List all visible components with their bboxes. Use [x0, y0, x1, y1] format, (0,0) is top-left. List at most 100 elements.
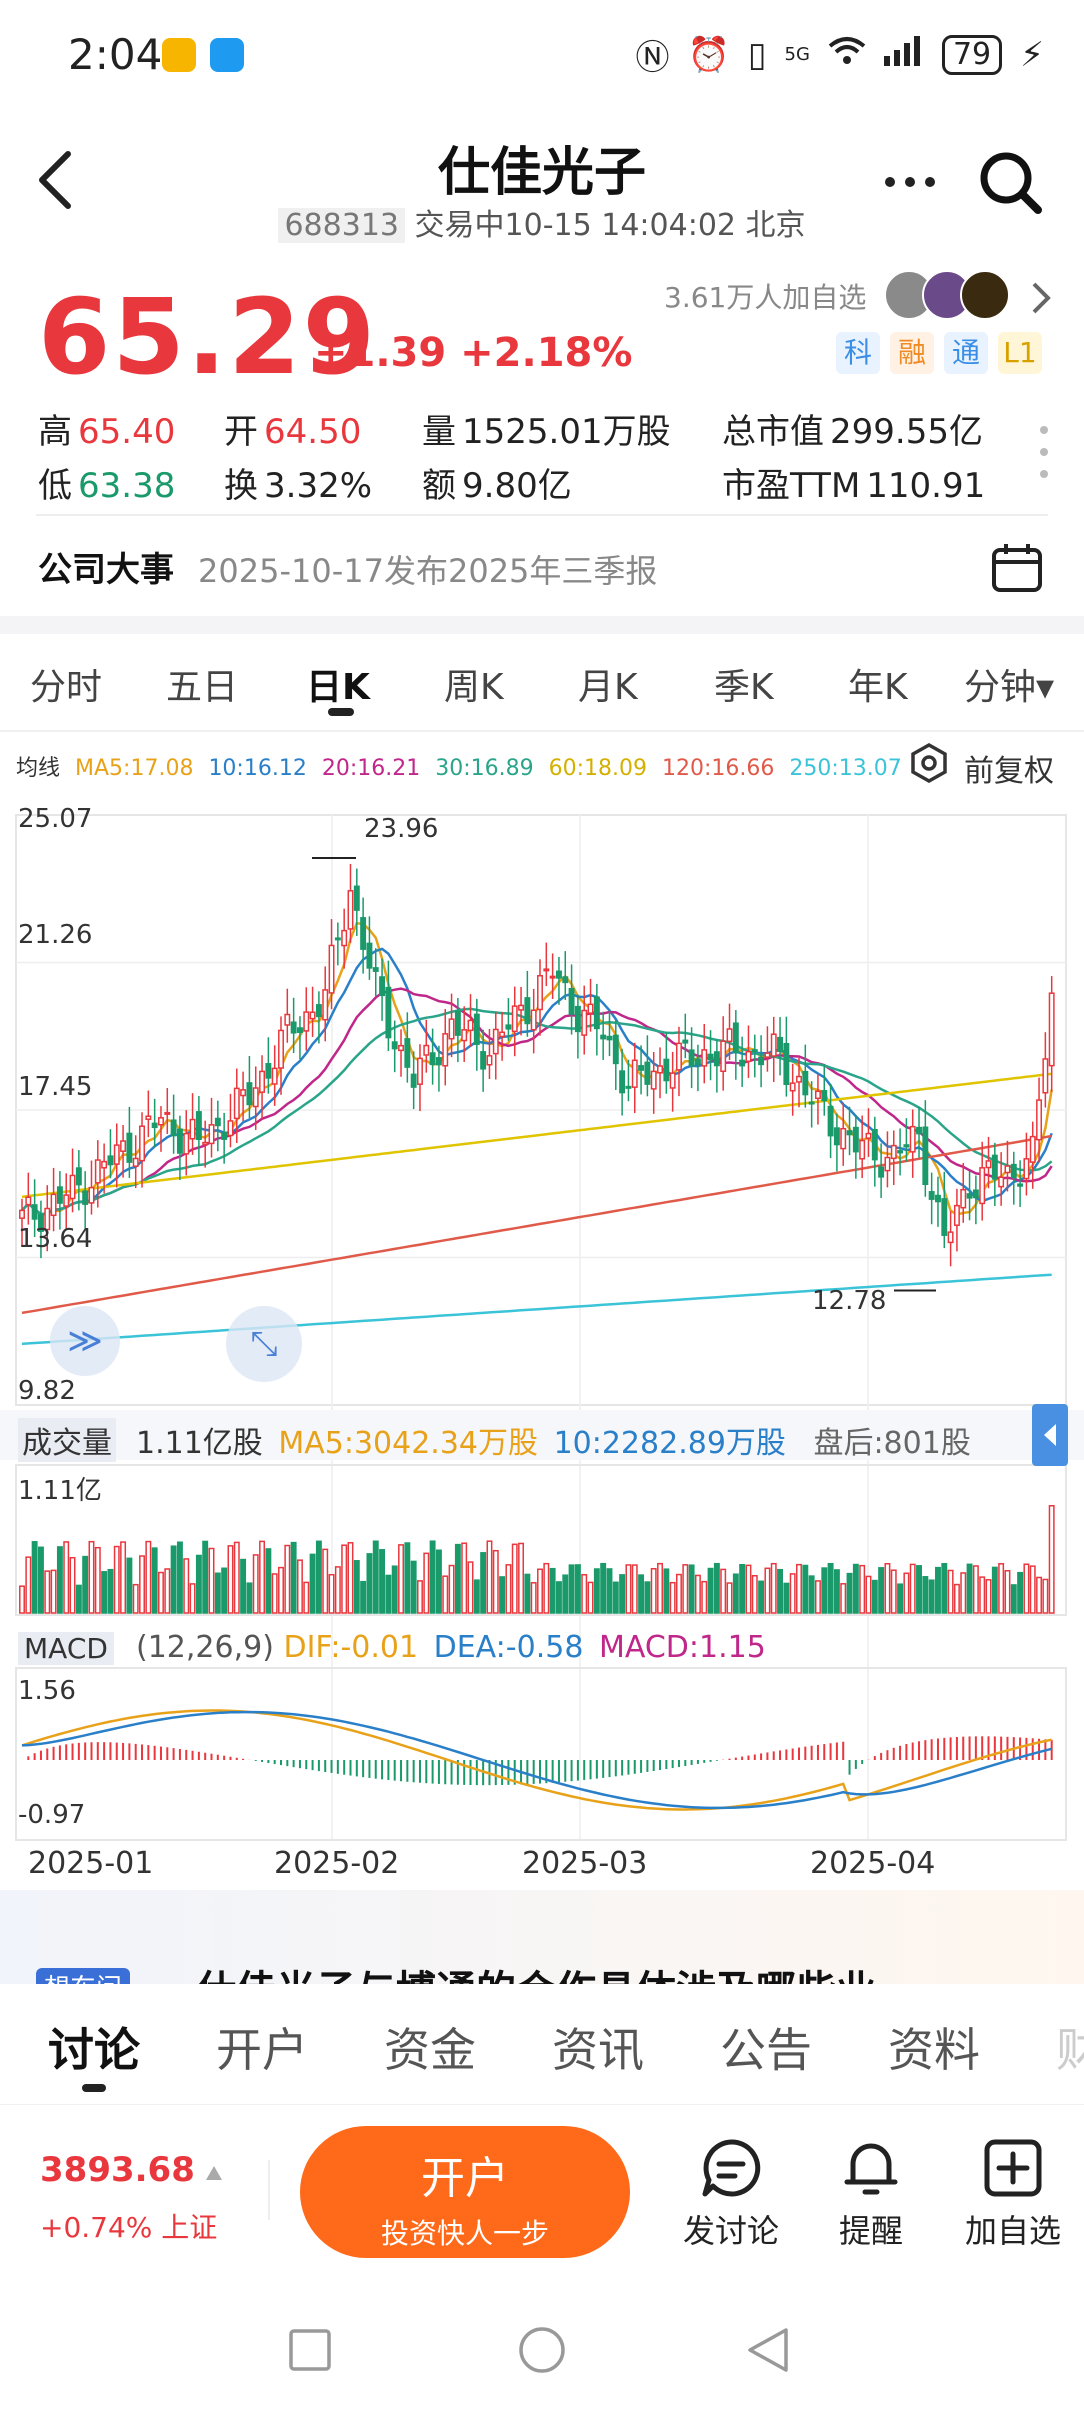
- candle-body: [960, 1188, 967, 1209]
- ma60-line: [21, 1072, 1052, 1199]
- calendar-icon[interactable]: [990, 540, 1044, 594]
- back-nav-icon[interactable]: [746, 2326, 790, 2374]
- vibrate-icon: ▯: [747, 34, 767, 75]
- home-icon[interactable]: [518, 2326, 566, 2374]
- macd-title[interactable]: MACD: [18, 1632, 114, 1665]
- candle-body: [985, 1160, 992, 1169]
- tab-yearly-k[interactable]: 年K: [848, 667, 908, 708]
- index-value[interactable]: 3893.68: [40, 2150, 195, 2190]
- tag-level1: L1: [998, 332, 1042, 374]
- tab-minute[interactable]: 分钟▾: [964, 667, 1055, 708]
- volume-bar: [246, 1582, 253, 1614]
- volume-bar: [707, 1567, 714, 1614]
- volume-bar: [366, 1553, 373, 1614]
- volume-bar: [265, 1548, 272, 1614]
- volume-bar: [833, 1569, 840, 1614]
- tab-announcements[interactable]: 公告: [720, 2023, 812, 2077]
- y-tick-label: 21.26: [18, 920, 93, 950]
- adjust-mode[interactable]: 前复权: [964, 754, 1054, 789]
- add-watchlist-button[interactable]: 加自选: [938, 2136, 1084, 2252]
- candle-body: [385, 986, 392, 1039]
- tab-daily-k[interactable]: 日K: [306, 667, 370, 708]
- candle-body: [429, 1052, 436, 1066]
- volume-bar: [233, 1541, 240, 1614]
- volume-bar: [1048, 1505, 1055, 1614]
- candle-body: [770, 1033, 777, 1057]
- company-event-text[interactable]: 2025-10-17发布2025年三季报: [198, 552, 658, 590]
- tab-open-account[interactable]: 开户: [216, 2023, 308, 2077]
- stock-subtitle: 688313 交易中10-15 14:04:02 北京: [0, 200, 1084, 244]
- volume-bar: [985, 1579, 992, 1614]
- volume-bar: [315, 1540, 322, 1614]
- volume-bar: [139, 1555, 145, 1614]
- candle-body: [537, 974, 543, 1011]
- company-events-label: 公司大事: [38, 550, 174, 590]
- candle-body: [265, 1063, 272, 1079]
- fullscreen-icon[interactable]: ⤡: [226, 1306, 302, 1382]
- kline-chart[interactable]: [0, 795, 1084, 1875]
- index-change[interactable]: +0.74% 上证: [40, 2211, 218, 2244]
- candle-body: [391, 1041, 398, 1050]
- volume-value: 1.11亿股: [136, 1426, 263, 1461]
- volume-bar: [360, 1580, 367, 1614]
- remind-button[interactable]: 提醒: [796, 2136, 946, 2252]
- expand-dots-icon[interactable]: [1038, 422, 1050, 482]
- follow-count[interactable]: 3.61万人加自选: [664, 281, 867, 314]
- tab-finance[interactable]: 财: [1056, 2023, 1084, 2077]
- volume-bar: [240, 1558, 247, 1614]
- candle-body: [113, 1144, 120, 1165]
- tab-five-day[interactable]: 五日: [166, 667, 239, 708]
- candle-body: [107, 1155, 114, 1166]
- ma120-value: 120:16.66: [662, 756, 775, 781]
- candle-body: [903, 1144, 910, 1148]
- post-discussion-button[interactable]: 发讨论: [656, 2136, 806, 2252]
- recent-apps-icon[interactable]: [288, 2328, 332, 2372]
- tab-weekly-k[interactable]: 周K: [444, 667, 504, 708]
- tab-funds[interactable]: 资金: [384, 2023, 476, 2077]
- tab-quarterly-k[interactable]: 季K: [714, 667, 774, 708]
- volume-bar: [606, 1568, 613, 1614]
- ma10-value: 10:16.12: [208, 756, 307, 781]
- candle-body: [360, 917, 367, 950]
- volume-title[interactable]: 成交量: [18, 1418, 116, 1462]
- back-arrow-icon[interactable]: [34, 148, 78, 212]
- tab-monthly-k[interactable]: 月K: [578, 667, 638, 708]
- y-tick-label: 13.64: [18, 1224, 93, 1254]
- candle-body: [802, 1070, 809, 1096]
- volume-bar: [56, 1546, 63, 1614]
- candle-body: [555, 970, 562, 979]
- divider: [36, 514, 1048, 516]
- open-account-button[interactable]: 开户 投资快人一步: [300, 2126, 630, 2258]
- chevron-right-icon[interactable]: [1028, 280, 1052, 316]
- tab-intraday[interactable]: 分时: [30, 667, 103, 708]
- candle-body: [480, 1051, 487, 1070]
- tab-profile[interactable]: 资料: [888, 2023, 980, 2077]
- more-icon[interactable]: [880, 150, 940, 210]
- volume-bar: [132, 1583, 139, 1614]
- volume-bar: [802, 1564, 809, 1614]
- volume-bar: [467, 1561, 474, 1614]
- settings-hex-icon[interactable]: [908, 742, 950, 784]
- candle-body: [871, 1128, 878, 1161]
- tab-discussion[interactable]: 讨论: [48, 2023, 140, 2077]
- candle-body: [676, 1042, 682, 1071]
- candle-body: [568, 987, 575, 1015]
- candle-body: [322, 989, 329, 1021]
- collapse-panel-icon[interactable]: [1032, 1404, 1068, 1466]
- signal-icon: [883, 35, 924, 75]
- candle-body: [928, 1191, 935, 1200]
- volume-bar: [334, 1566, 341, 1614]
- scroll-right-icon[interactable]: ≫: [50, 1306, 120, 1376]
- volume-bar: [827, 1562, 834, 1614]
- nfc-icon: Ⓝ: [635, 38, 670, 78]
- news-banner[interactable]: [0, 1890, 1084, 1990]
- search-icon[interactable]: [976, 148, 1046, 218]
- candle-body: [865, 1132, 872, 1139]
- candle-body: [151, 1122, 158, 1129]
- volume-bar: [663, 1568, 670, 1614]
- volume-bar: [164, 1568, 171, 1614]
- volume-bar: [499, 1576, 506, 1614]
- candle-body: [814, 1090, 821, 1100]
- tab-news[interactable]: 资讯: [552, 2023, 644, 2077]
- candle-body: [347, 890, 354, 930]
